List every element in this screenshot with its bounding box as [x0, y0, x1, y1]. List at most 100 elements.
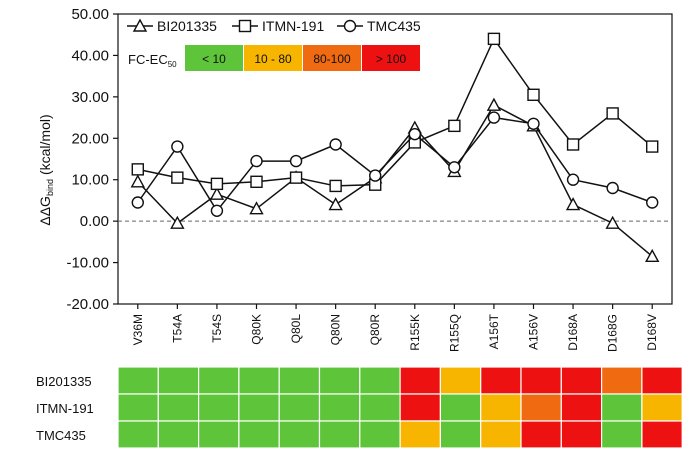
series-line	[137, 104, 653, 257]
plot-frame	[117, 13, 673, 305]
data-point-square	[210, 177, 224, 191]
data-point-triangle	[328, 197, 343, 211]
heatmap-cell	[520, 366, 562, 395]
heatmap-cell	[520, 420, 562, 449]
x-tick-label: T54S	[210, 314, 224, 343]
heatmap-cell	[480, 366, 522, 395]
x-tick-label: R155Q	[447, 314, 461, 352]
color-key-bin: 80-100	[303, 45, 361, 71]
line-plot: 50.00 40.00 30.00 20.00 10.00 0.00 -10.00 -20.0…	[66, 6, 673, 352]
heatmap-cell	[399, 393, 442, 422]
heatmap-cell	[600, 420, 643, 449]
heatmap-row-label: ITMN-191	[36, 401, 94, 416]
heatmap-cell	[318, 393, 361, 422]
heatmap-cell	[359, 366, 401, 395]
heatmap-cell	[520, 393, 562, 422]
heatmap-cell	[318, 366, 361, 395]
legend-item-bi201335: BI201335	[127, 18, 217, 34]
heatmap-cell	[198, 366, 240, 395]
legend-marker-square	[238, 19, 252, 33]
color-key-bin-label: 10 - 80	[254, 52, 292, 66]
series-line	[137, 116, 653, 213]
legend: BI201335 ITMN-191 TMC435	[127, 18, 421, 34]
color-key-bin: 10 - 80	[244, 45, 302, 71]
legend-label: BI201335	[157, 18, 217, 34]
x-tick-label: T54A	[170, 314, 184, 343]
x-tick-label: D168A	[566, 314, 580, 351]
heatmap-cell	[641, 420, 683, 449]
heatmap-cell	[359, 420, 401, 449]
color-key-swatch	[303, 45, 361, 71]
data-point-square	[250, 175, 263, 188]
color-key-label-main: FC-EC	[128, 52, 168, 67]
x-tick-label: Q80R	[368, 314, 382, 346]
data-point-square	[487, 32, 501, 46]
data-point-triangle	[209, 186, 225, 200]
data-point-triangle	[565, 197, 581, 211]
series-itmn-191	[131, 32, 659, 193]
y-axis-label-unit: (kcal/mol)	[37, 114, 53, 175]
heatmap-cell	[560, 393, 603, 422]
heatmap-cell	[439, 366, 482, 395]
heatmap-cell	[238, 420, 280, 449]
heatmap-cell	[117, 393, 159, 422]
series-line	[137, 37, 653, 187]
data-point-circle	[646, 196, 659, 209]
heatmap-cell	[399, 366, 442, 395]
heatmap-cell	[399, 420, 442, 449]
data-point-square	[289, 171, 303, 184]
data-point-circle	[250, 154, 263, 168]
data-point-circle	[171, 140, 184, 153]
heatmap-row-label: BI201335	[36, 374, 92, 389]
data-point-circle	[210, 204, 224, 217]
heatmap: BI201335 ITMN-191 TMC435	[36, 366, 683, 449]
data-point-square	[171, 171, 184, 184]
legend-item-tmc435: TMC435	[337, 18, 421, 34]
color-key-bin-label: 80-100	[313, 52, 351, 66]
x-tick-label: A156V	[527, 314, 541, 350]
heatmap-cell	[157, 420, 200, 449]
heatmap-cell	[157, 393, 200, 422]
heatmap-cell	[560, 366, 603, 395]
data-point-triangle	[645, 248, 660, 263]
color-key: FC-EC50 < 10 10 - 80 80-100 > 100	[128, 45, 420, 71]
color-key-label-subscript: 50	[168, 60, 177, 69]
x-tick-label: Q80N	[329, 314, 343, 345]
heatmap-row-label: TMC435	[36, 428, 86, 443]
heatmap-cell	[600, 393, 643, 422]
y-tick-label: 20.00	[71, 130, 109, 147]
y-tick-label: 50.00	[71, 6, 109, 23]
data-point-square	[448, 119, 461, 133]
data-point-circle	[606, 181, 619, 195]
heatmap-cell	[600, 366, 643, 395]
color-key-swatch	[362, 45, 420, 71]
heatmap-cell	[278, 366, 321, 395]
data-point-circle	[131, 196, 144, 209]
data-point-square	[527, 88, 540, 101]
x-tick-label: V36M	[131, 314, 145, 345]
heatmap-cell	[278, 393, 321, 422]
data-point-circle	[566, 173, 580, 186]
heatmap-cell	[198, 420, 240, 449]
y-tick-label: 0.00	[80, 213, 109, 230]
legend-item-itmn-191: ITMN-191	[232, 18, 324, 34]
data-point-circle	[408, 127, 421, 141]
data-point-square	[131, 163, 144, 176]
y-axis-label-main: ΔΔG	[37, 196, 53, 226]
legend-marker-circle	[343, 19, 357, 33]
data-point-square	[646, 140, 659, 153]
data-point-circle	[527, 117, 540, 130]
data-point-triangle	[249, 201, 264, 215]
heatmap-cell	[439, 420, 482, 449]
legend-label: TMC435	[367, 18, 421, 34]
data-point-square	[329, 179, 342, 193]
color-key-bin-label: > 100	[376, 52, 407, 66]
data-point-circle	[448, 161, 461, 174]
color-key-swatch	[244, 45, 302, 71]
heatmap-cell	[198, 393, 240, 422]
data-point-square	[566, 138, 580, 151]
x-tick-label: D168G	[606, 314, 620, 352]
data-point-triangle	[486, 97, 502, 111]
x-tick-label: Q80L	[289, 314, 303, 344]
